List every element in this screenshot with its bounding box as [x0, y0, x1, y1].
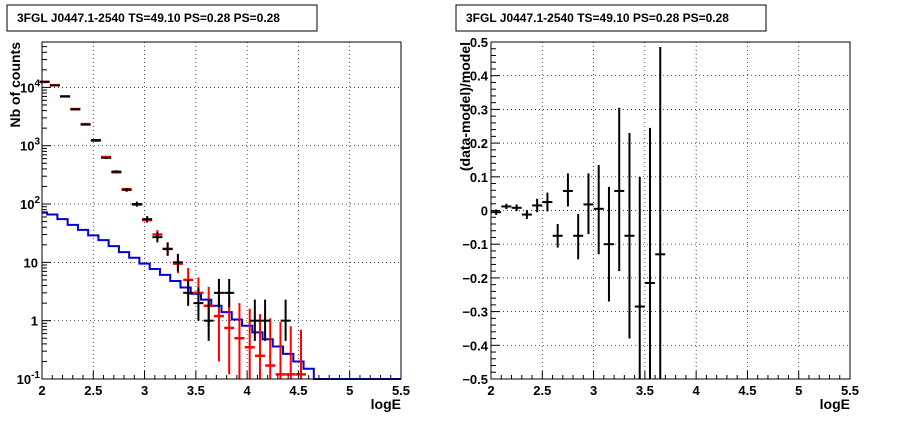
right-y-tick-label-3: −0.2 [462, 271, 488, 286]
right-x-tick-labels: 2 2.5 3 3.5 4 4.5 5 5.5 [487, 383, 859, 398]
left-gridlines [42, 42, 401, 379]
left-y-tick-label-2: 10 [24, 255, 38, 270]
right-x-tick-label-0: 2 [487, 383, 494, 398]
left-title-box [6, 4, 318, 32]
right-x-axis-title: logE [820, 396, 850, 412]
right-x-tick-label-2: 3 [590, 383, 597, 398]
left-y-tick-label-1: 1 [31, 314, 38, 329]
right-gridlines [491, 42, 850, 379]
right-y-tick-label-7: 0.2 [470, 136, 488, 151]
left-data-points [39, 80, 291, 341]
right-y-tick-label-4: −0.1 [462, 237, 488, 252]
left-y-tick-labels: 10-1 1 10 102 103 104 [17, 78, 41, 387]
right-x-tick-label-3: 3.5 [636, 383, 654, 398]
left-y-tick-label-4: 103 [20, 137, 40, 154]
left-plot-frame [41, 41, 402, 380]
left-x-tick-label-4: 4 [244, 383, 252, 398]
right-x-tick-label-1: 2.5 [533, 383, 551, 398]
model-step-line [42, 211, 401, 380]
right-y-tick-label-9: 0.4 [470, 69, 489, 84]
right-y-axis-title: (data-model)/model [457, 42, 473, 171]
left-y-tick-label-0: 10-1 [17, 370, 41, 387]
left-chart-title: 3FGL J0447.1-2540 TS=49.10 PS=0.28 PS=0.… [17, 11, 280, 25]
left-y-tick-label-5: 104 [20, 78, 40, 95]
right-y-tick-label-6: 0.1 [470, 170, 488, 185]
right-panel: 3FGL J0447.1-2540 TS=49.10 PS=0.28 PS=0.… [455, 4, 859, 412]
left-axis-ticks [41, 41, 402, 380]
left-model-histogram [42, 211, 401, 380]
left-y-tick-label-3: 102 [20, 195, 40, 212]
right-x-tick-label-7: 5.5 [841, 383, 859, 398]
right-y-tick-label-8: 0.3 [470, 102, 488, 117]
left-x-tick-label-1: 2.5 [84, 383, 102, 398]
right-y-tick-labels: −0.5 −0.4 −0.3 −0.2 −0.1 0 0.1 0.2 0.3 0.4 0.5 [462, 35, 488, 387]
right-y-tick-label-1: −0.4 [462, 338, 488, 353]
right-x-tick-label-6: 5 [795, 383, 802, 398]
right-y-tick-label-2: −0.3 [462, 305, 488, 320]
left-panel: 3FGL J0447.1-2540 TS=49.10 PS=0.28 PS=0.… [6, 4, 410, 412]
right-residual-points [491, 47, 666, 379]
left-y-axis-title: Nb of counts [7, 42, 23, 128]
left-x-tick-labels: 2 2.5 3 3.5 4 4.5 5 5.5 [38, 383, 410, 398]
right-y-tick-label-0: −0.5 [462, 372, 488, 387]
right-y-tick-label-5: 0 [481, 204, 488, 219]
right-x-tick-label-5: 4.5 [738, 383, 756, 398]
left-x-tick-label-7: 5.5 [392, 383, 410, 398]
right-y-tick-label-10: 0.5 [470, 35, 488, 50]
left-x-tick-label-5: 4.5 [289, 383, 307, 398]
right-axis-ticks [490, 41, 851, 380]
left-x-tick-label-0: 2 [38, 383, 45, 398]
left-x-tick-label-6: 5 [346, 383, 353, 398]
right-plot-frame [490, 41, 851, 380]
left-x-axis-title: logE [371, 396, 401, 412]
right-x-tick-label-4: 4 [693, 383, 701, 398]
left-x-tick-label-2: 3 [141, 383, 148, 398]
right-title-box [455, 4, 767, 32]
left-x-tick-label-3: 3.5 [187, 383, 205, 398]
right-chart-title: 3FGL J0447.1-2540 TS=49.10 PS=0.28 PS=0.… [466, 11, 729, 25]
